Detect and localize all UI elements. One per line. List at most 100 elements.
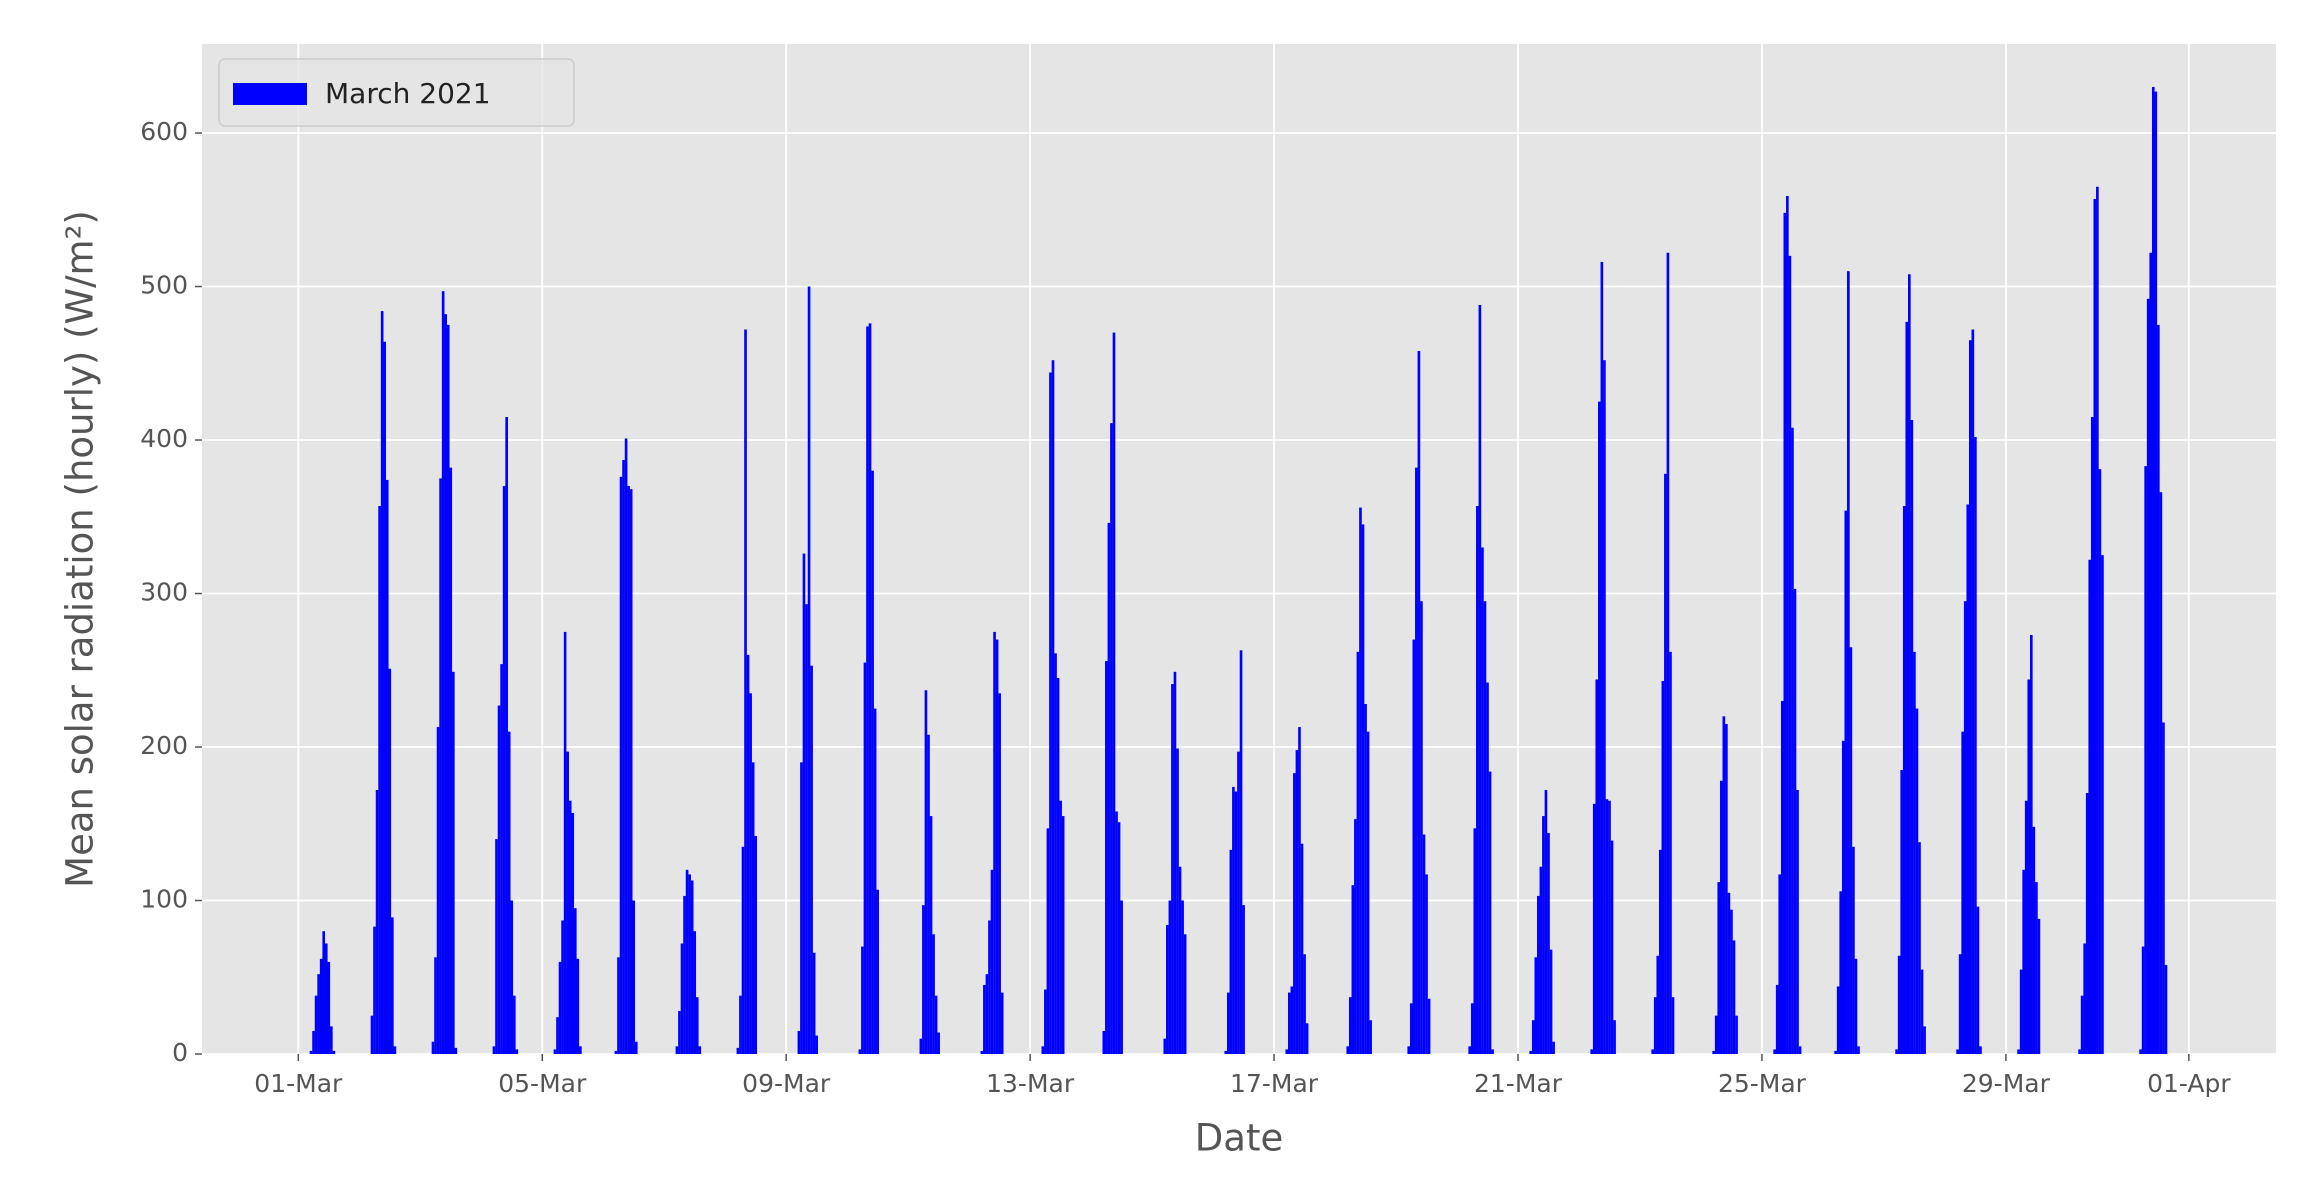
bar xyxy=(2139,1049,2142,1054)
bar xyxy=(2162,722,2165,1054)
bar xyxy=(629,489,633,1054)
x-tick-label: 13-Mar xyxy=(986,1069,1075,1098)
bar xyxy=(1605,799,1609,1054)
bar xyxy=(1242,905,1245,1054)
bar xyxy=(2149,252,2153,1055)
y-tick-label: 600 xyxy=(140,117,188,146)
bar xyxy=(1483,601,1487,1054)
bar xyxy=(1592,803,1596,1054)
bar xyxy=(929,816,933,1054)
bar xyxy=(1300,843,1304,1054)
bar xyxy=(502,486,506,1054)
bar xyxy=(675,1046,679,1054)
bar xyxy=(1354,819,1357,1054)
bar xyxy=(1361,524,1365,1054)
bar xyxy=(1056,677,1060,1054)
bar xyxy=(373,926,376,1054)
bar xyxy=(1420,601,1423,1054)
bar xyxy=(1359,507,1362,1054)
bar xyxy=(2078,1049,2081,1054)
bar xyxy=(934,995,938,1054)
bar xyxy=(1722,716,1726,1054)
bar xyxy=(1923,1026,1926,1054)
bar xyxy=(1298,727,1301,1054)
bar xyxy=(1834,1050,1837,1054)
bar xyxy=(680,943,684,1054)
bar xyxy=(309,1050,313,1054)
bar xyxy=(558,961,562,1054)
bar xyxy=(919,1038,923,1054)
bar xyxy=(383,341,387,1055)
bar xyxy=(1409,1003,1413,1054)
bar xyxy=(393,1046,397,1054)
bar xyxy=(2098,469,2102,1054)
bar xyxy=(556,1017,559,1054)
bar xyxy=(1290,986,1294,1054)
bar xyxy=(1849,647,1853,1054)
bar xyxy=(1971,329,1975,1054)
bar xyxy=(2101,555,2104,1054)
bar xyxy=(815,1035,818,1054)
bar xyxy=(1857,1046,1860,1054)
bar xyxy=(871,470,874,1055)
bar xyxy=(678,1011,681,1054)
bar xyxy=(1102,1030,1106,1054)
bar xyxy=(868,323,872,1054)
y-tick-label: 200 xyxy=(140,731,188,760)
y-tick-label: 500 xyxy=(140,271,188,300)
bar xyxy=(1473,828,1477,1054)
bar xyxy=(2090,416,2094,1055)
legend-box xyxy=(218,58,575,127)
y-tick-label: 100 xyxy=(140,885,188,914)
bar xyxy=(2164,964,2168,1054)
bar xyxy=(1905,321,1909,1054)
bar xyxy=(1171,684,1174,1054)
bar xyxy=(1041,1046,1045,1054)
bar xyxy=(497,705,501,1054)
bar xyxy=(1552,1041,1555,1054)
bar xyxy=(807,286,811,1054)
bar xyxy=(1730,909,1733,1054)
bar xyxy=(2151,86,2155,1055)
bar xyxy=(1854,958,1858,1054)
bar xyxy=(1778,874,1782,1054)
bar xyxy=(980,1050,984,1054)
bar xyxy=(1481,547,1484,1054)
bar xyxy=(993,631,996,1054)
bar xyxy=(800,762,803,1054)
bar xyxy=(1059,800,1062,1054)
bar xyxy=(436,727,440,1054)
bar xyxy=(1285,1049,1289,1054)
bar xyxy=(1968,340,1972,1054)
bar xyxy=(553,1049,557,1054)
bar xyxy=(1539,866,1543,1054)
bar xyxy=(1547,832,1550,1054)
bar xyxy=(378,506,381,1055)
bar xyxy=(1351,885,1355,1054)
bar xyxy=(495,839,498,1054)
bar xyxy=(1608,800,1611,1054)
bar xyxy=(1597,401,1601,1054)
bar xyxy=(1714,1015,1718,1054)
bar xyxy=(1303,954,1306,1054)
bar xyxy=(985,974,989,1054)
bar xyxy=(500,664,503,1054)
bar xyxy=(1773,1049,1776,1054)
bar xyxy=(1966,504,1970,1054)
bar xyxy=(1841,740,1845,1054)
bar xyxy=(380,311,384,1055)
bar xyxy=(1902,506,1906,1055)
bar xyxy=(990,869,994,1054)
bar xyxy=(1788,255,1792,1054)
bar xyxy=(810,665,813,1054)
bar xyxy=(2080,995,2084,1054)
bar xyxy=(1956,1049,1959,1054)
bar xyxy=(2083,943,2086,1054)
x-tick-label: 17-Mar xyxy=(1230,1069,1319,1098)
bar xyxy=(1468,1046,1472,1054)
bar xyxy=(805,604,808,1054)
bar xyxy=(1793,588,1797,1054)
bar xyxy=(1780,700,1784,1054)
bar xyxy=(1107,522,1111,1054)
